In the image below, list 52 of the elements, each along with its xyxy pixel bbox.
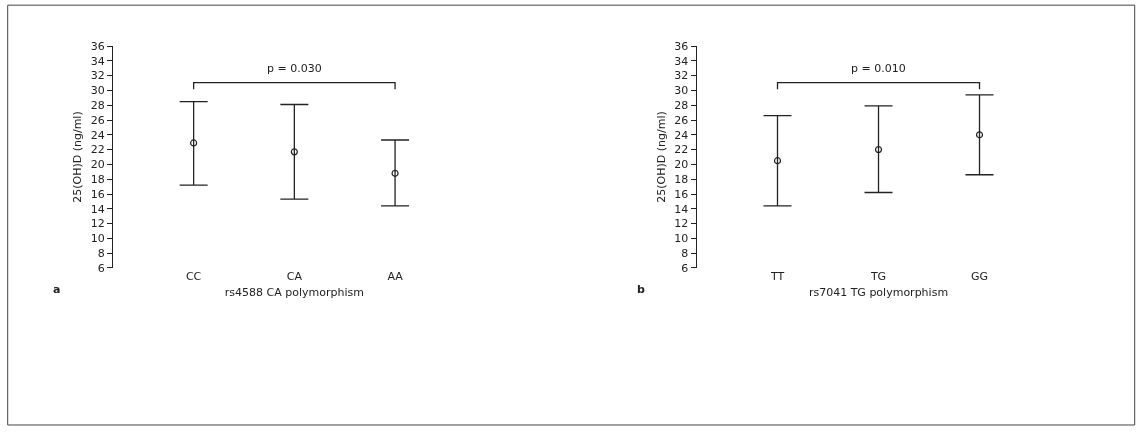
- y-tick-label: 10: [674, 232, 689, 246]
- text: a: [53, 283, 61, 296]
- x-tick-label: AA: [387, 269, 404, 283]
- y-tick-label: 14: [674, 202, 689, 216]
- point: [773, 157, 782, 165]
- y-tick-label: 22: [90, 143, 105, 157]
- text: b: [637, 283, 645, 296]
- y-tick-label: 26: [90, 113, 105, 127]
- y-tick-label: 18: [674, 173, 689, 187]
- x-tick-label: TG: [869, 269, 887, 283]
- x-tick-label: CA: [286, 269, 303, 283]
- y-tick-label: 24: [90, 128, 105, 142]
- y-tick-label: 32: [674, 69, 689, 83]
- y-tick-label: 34: [90, 54, 105, 68]
- y-tick-label: 12: [674, 217, 689, 231]
- y-tick-label: 24: [674, 128, 689, 142]
- y-tick-label: 14: [90, 202, 105, 216]
- y-tick-label: 12: [90, 217, 105, 231]
- x-tick-label: TT: [769, 269, 785, 283]
- y-tick-label: 20: [674, 158, 689, 172]
- y-tick-label: 20: [90, 158, 105, 172]
- x-axis-title: rs4588 CA polymorphism: [224, 286, 364, 300]
- y-tick-label: 32: [90, 69, 105, 83]
- y-tick-label: 10: [90, 232, 105, 246]
- y-tick-label: 36: [90, 39, 105, 53]
- y-tick-label: 28: [90, 99, 105, 113]
- y-tick-label: 34: [674, 54, 689, 68]
- y-tick-label: 30: [90, 84, 105, 98]
- y-tick-label: 16: [90, 187, 105, 201]
- x-axis-title: rs7041 TG polymorphism: [808, 286, 949, 300]
- y-tick-label: 36: [674, 39, 689, 53]
- point: [874, 146, 883, 154]
- y-tick-label: 30: [674, 84, 689, 98]
- point: [975, 131, 984, 139]
- annotation: p = 0.030: [267, 62, 322, 75]
- y-tick-label: 28: [674, 99, 689, 113]
- y-tick-label: 8: [681, 247, 689, 261]
- x-tick-label: GG: [970, 269, 989, 283]
- y-tick-label: 6: [97, 261, 105, 275]
- y-tick-label: 8: [97, 247, 105, 261]
- y-tick-label: 6: [681, 261, 689, 275]
- y-tick-label: 16: [674, 187, 689, 201]
- y-tick-label: 22: [674, 143, 689, 157]
- y-tick-label: 26: [674, 113, 689, 127]
- point: [290, 148, 298, 156]
- y-tick-label: 18: [90, 173, 105, 187]
- point: [391, 169, 399, 177]
- x-tick-label: CC: [185, 269, 202, 283]
- y-axis-title: 25(OH)D (ng/ml): [71, 111, 85, 203]
- y-axis-title: 25(OH)D (ng/ml): [655, 111, 668, 203]
- annotation: p = 0.010: [851, 62, 906, 75]
- point: [190, 139, 198, 147]
